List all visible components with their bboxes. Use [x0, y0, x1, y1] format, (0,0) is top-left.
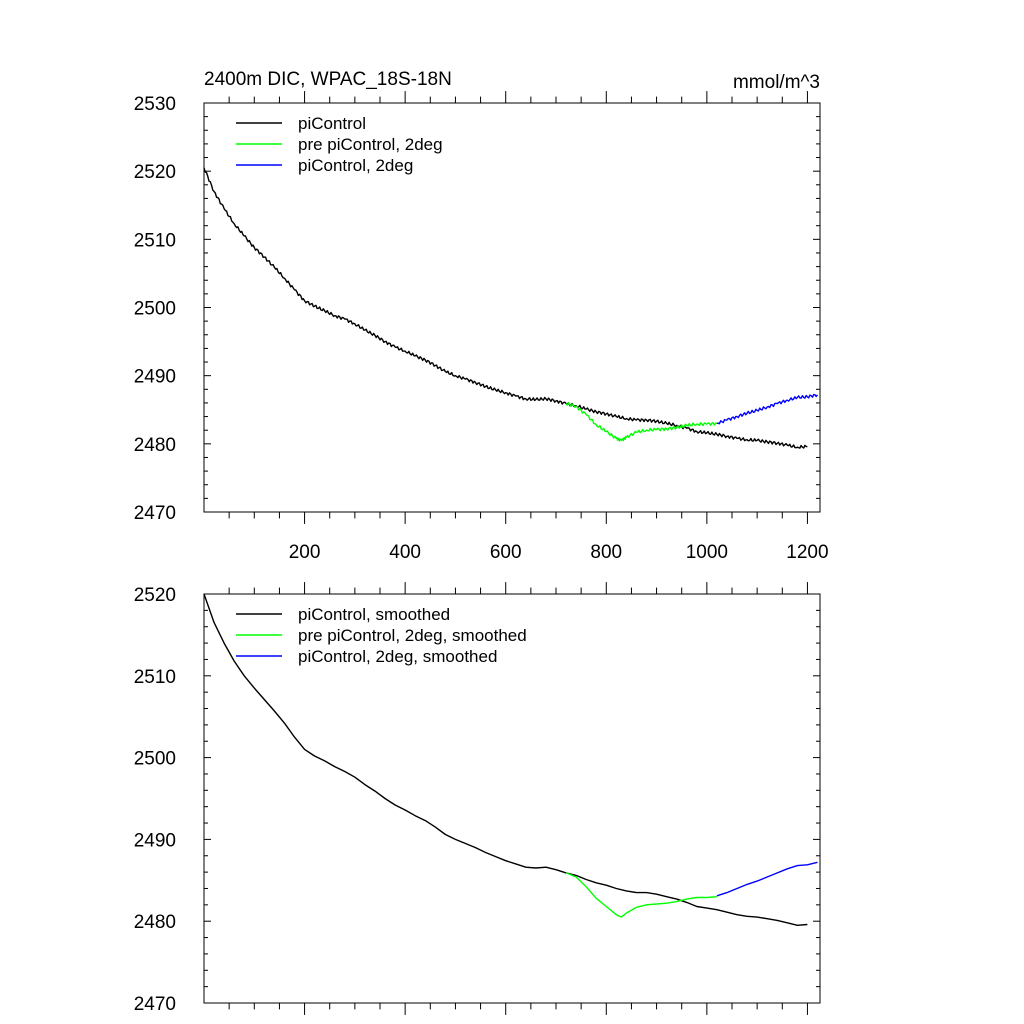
legend-label: pre piControl, 2deg: [298, 135, 443, 154]
bottom-panel: 2470 2480 2490 2500 2510 2520 piControl, smoot…: [134, 582, 821, 1015]
y-tick-label: 2520: [134, 162, 176, 183]
legend-label: piControl, smoothed: [298, 605, 450, 624]
series-line: [203, 593, 808, 926]
legend-label: piControl, 2deg: [298, 156, 413, 175]
y-tick-label: 2510: [134, 667, 176, 688]
y-tick-label: 2530: [134, 94, 176, 115]
series-line: [565, 402, 718, 442]
legend-label: piControl: [298, 114, 366, 133]
top-panel: 2470 2480 2490 2500 2510 2520 2530 200 400 600 800…: [134, 91, 829, 563]
y-tick-label: 2480: [134, 435, 176, 456]
series-line: [203, 167, 808, 449]
y-tick-label: 2520: [134, 585, 176, 606]
plot-frame: [203, 102, 821, 513]
x-tick-label: 600: [490, 542, 522, 563]
x-tick-label: 800: [590, 542, 622, 563]
legend-label: pre piControl, 2deg, smoothed: [298, 626, 527, 645]
chart-title: 2400m DIC, WPAC_18S-18N: [204, 69, 452, 90]
plot-frame: [203, 593, 821, 1004]
x-tick-label: 1000: [686, 542, 728, 563]
y-tick-label: 2500: [134, 749, 176, 770]
series-line: [565, 872, 717, 918]
legend-label: piControl, 2deg, smoothed: [298, 647, 497, 666]
series-line: [716, 861, 818, 897]
x-tick-label: 200: [289, 542, 321, 563]
y-tick-label: 2470: [134, 503, 176, 524]
y-tick-label: 2510: [134, 230, 176, 251]
y-tick-label: 2480: [134, 912, 176, 933]
x-tick-label: 1200: [786, 542, 828, 563]
y-tick-label: 2470: [134, 994, 176, 1015]
y-tick-label: 2490: [134, 830, 176, 851]
y-tick-label: 2490: [134, 367, 176, 388]
x-tick-label: 400: [389, 542, 421, 563]
y-tick-label: 2500: [134, 299, 176, 320]
units-label: mmol/m^3: [733, 72, 820, 93]
series-line: [716, 393, 819, 425]
